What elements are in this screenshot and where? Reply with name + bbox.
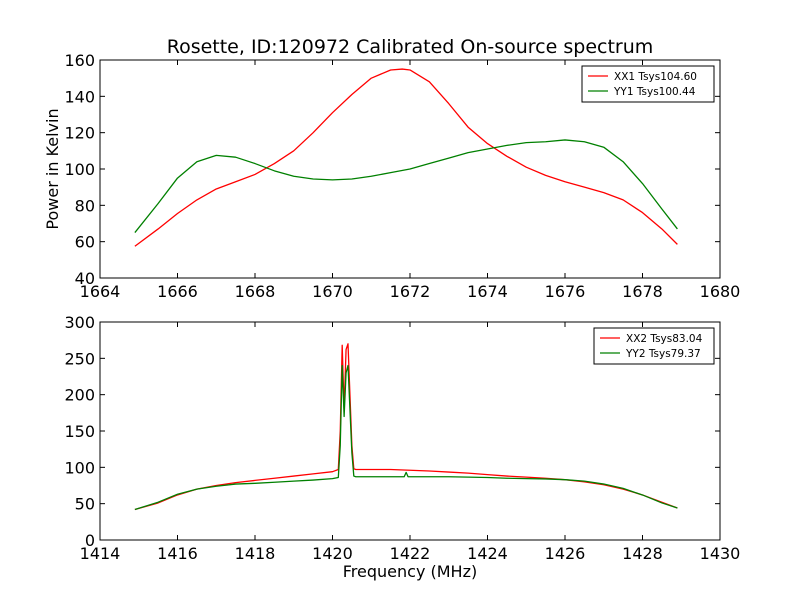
legend-label: YY1 Tsys100.44 <box>613 86 696 98</box>
x-tick-label: 1678 <box>622 282 663 301</box>
x-tick-label: 1676 <box>545 282 586 301</box>
x-tick-label: 1670 <box>312 282 353 301</box>
y-tick-label: 250 <box>64 349 95 368</box>
x-tick-label: 1674 <box>467 282 508 301</box>
y-tick-label: 100 <box>64 160 95 179</box>
y-tick-label: 60 <box>75 233 95 252</box>
y-axis-label: Power in Kelvin <box>43 108 62 229</box>
legend: XX1 Tsys104.60 YY1 Tsys100.44 <box>581 65 715 103</box>
x-tick-label: 1668 <box>235 282 276 301</box>
x-tick-label: 1420 <box>312 544 353 563</box>
y-tick-label: 160 <box>64 51 95 70</box>
y-tick-label: 0 <box>85 531 95 550</box>
x-tick-label: 1422 <box>390 544 431 563</box>
legend: XX2 Tsys83.04 YY2 Tsys79.37 <box>593 327 715 365</box>
x-tick-label: 1664 <box>80 282 121 301</box>
x-tick-label: 1426 <box>545 544 586 563</box>
top-subplot: 1664 1666 1668 1670 1672 1674 1676 1678 1680 40 60… <box>64 51 740 301</box>
x-tick-label: 1680 <box>700 282 741 301</box>
x-tick-label: 1666 <box>157 282 198 301</box>
x-tick-label: 1416 <box>157 544 198 563</box>
y-tick-label: 120 <box>64 124 95 143</box>
y-tick-label: 140 <box>64 87 95 106</box>
x-tick-label: 1672 <box>390 282 431 301</box>
bottom-subplot: 1414 1416 1418 1420 1422 1424 1426 1428 1430 0 50 1… <box>64 313 740 563</box>
series-line-yy1 <box>134 139 678 233</box>
y-tick-label: 150 <box>64 422 95 441</box>
y-tick-label: 50 <box>75 495 95 514</box>
legend-label: YY2 Tsys79.37 <box>625 348 701 360</box>
x-tick-label: 1430 <box>700 544 741 563</box>
y-tick-label: 40 <box>75 269 95 288</box>
chart-title: Rosette, ID:120972 Calibrated On-source … <box>167 36 654 58</box>
x-tick-label: 1424 <box>467 544 508 563</box>
legend-label: XX2 Tsys83.04 <box>626 333 703 345</box>
x-tick-label: 1414 <box>80 544 121 563</box>
series-line-yy2 <box>134 364 678 511</box>
x-axis-label: Frequency (MHz) <box>343 562 477 581</box>
legend-label: XX1 Tsys104.60 <box>614 71 697 83</box>
y-tick-label: 80 <box>75 196 95 215</box>
y-tick-label: 200 <box>64 386 95 405</box>
x-tick-label: 1418 <box>235 544 276 563</box>
y-tick-label: 300 <box>64 313 95 332</box>
legend-box <box>581 65 715 103</box>
x-tick-label: 1428 <box>622 544 663 563</box>
legend-box <box>593 327 715 365</box>
series-line-xx1 <box>134 68 678 247</box>
y-tick-label: 100 <box>64 458 95 477</box>
